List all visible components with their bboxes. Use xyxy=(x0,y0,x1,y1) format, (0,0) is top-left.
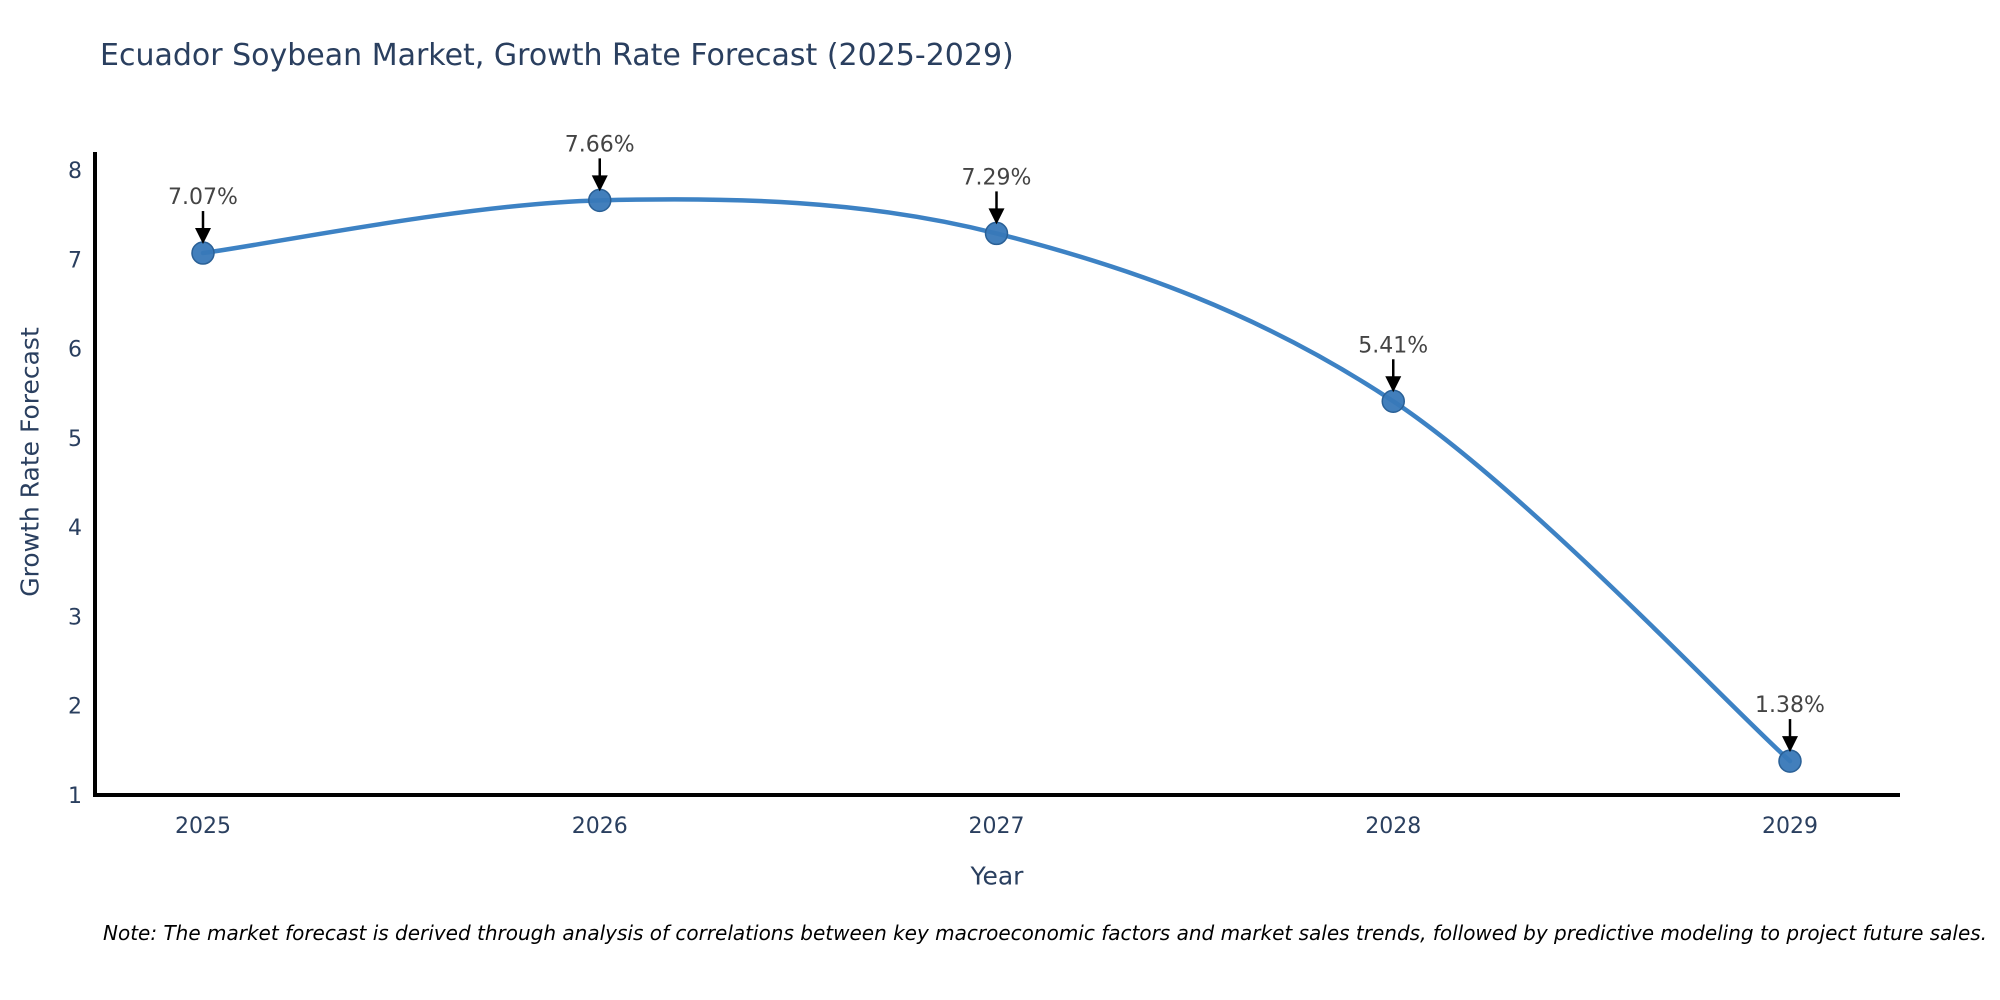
annotation-arrow-head-icon xyxy=(195,228,211,245)
y-tick-label: 2 xyxy=(68,695,82,720)
y-tick-label: 6 xyxy=(68,338,82,363)
footnote: Note: The market forecast is derived thr… xyxy=(103,921,1988,945)
y-tick-label: 3 xyxy=(68,605,82,630)
x-tick-label: 2027 xyxy=(969,814,1025,839)
data-point-marker xyxy=(1381,389,1405,413)
chart-title: Ecuador Soybean Market, Growth Rate Fore… xyxy=(100,38,1014,73)
x-axis-title: Year xyxy=(970,861,1024,891)
data-point-value-label: 1.38% xyxy=(1755,693,1825,718)
y-tick-label: 5 xyxy=(68,427,82,452)
data-point-value-label: 5.41% xyxy=(1358,333,1428,358)
data-point-value-label: 7.29% xyxy=(962,165,1032,190)
data-point-value-label: 7.66% xyxy=(565,132,635,157)
y-tick-label: 4 xyxy=(68,516,82,541)
data-point-marker xyxy=(191,241,215,265)
x-tick-label: 2029 xyxy=(1762,814,1818,839)
data-point-marker xyxy=(588,188,612,213)
y-tick-label: 8 xyxy=(68,159,82,184)
forecast-line xyxy=(200,197,1793,764)
x-tick-label: 2028 xyxy=(1365,814,1421,839)
annotation-arrow-head-icon xyxy=(591,175,608,192)
annotation-arrow-head-icon xyxy=(1385,376,1402,393)
annotation-arrow-head-icon xyxy=(988,208,1005,225)
data-point-value-label: 7.07% xyxy=(168,185,238,210)
x-tick-label: 2025 xyxy=(175,814,231,839)
data-point-marker xyxy=(1778,749,1802,773)
x-tick-label: 2026 xyxy=(572,814,628,839)
y-tick-label: 7 xyxy=(68,248,82,273)
data-point-marker xyxy=(984,221,1009,246)
annotation-arrow-head-icon xyxy=(1782,736,1798,753)
y-tick-label: 1 xyxy=(68,784,82,809)
